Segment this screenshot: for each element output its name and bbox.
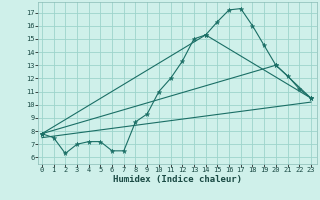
X-axis label: Humidex (Indice chaleur): Humidex (Indice chaleur) (113, 175, 242, 184)
